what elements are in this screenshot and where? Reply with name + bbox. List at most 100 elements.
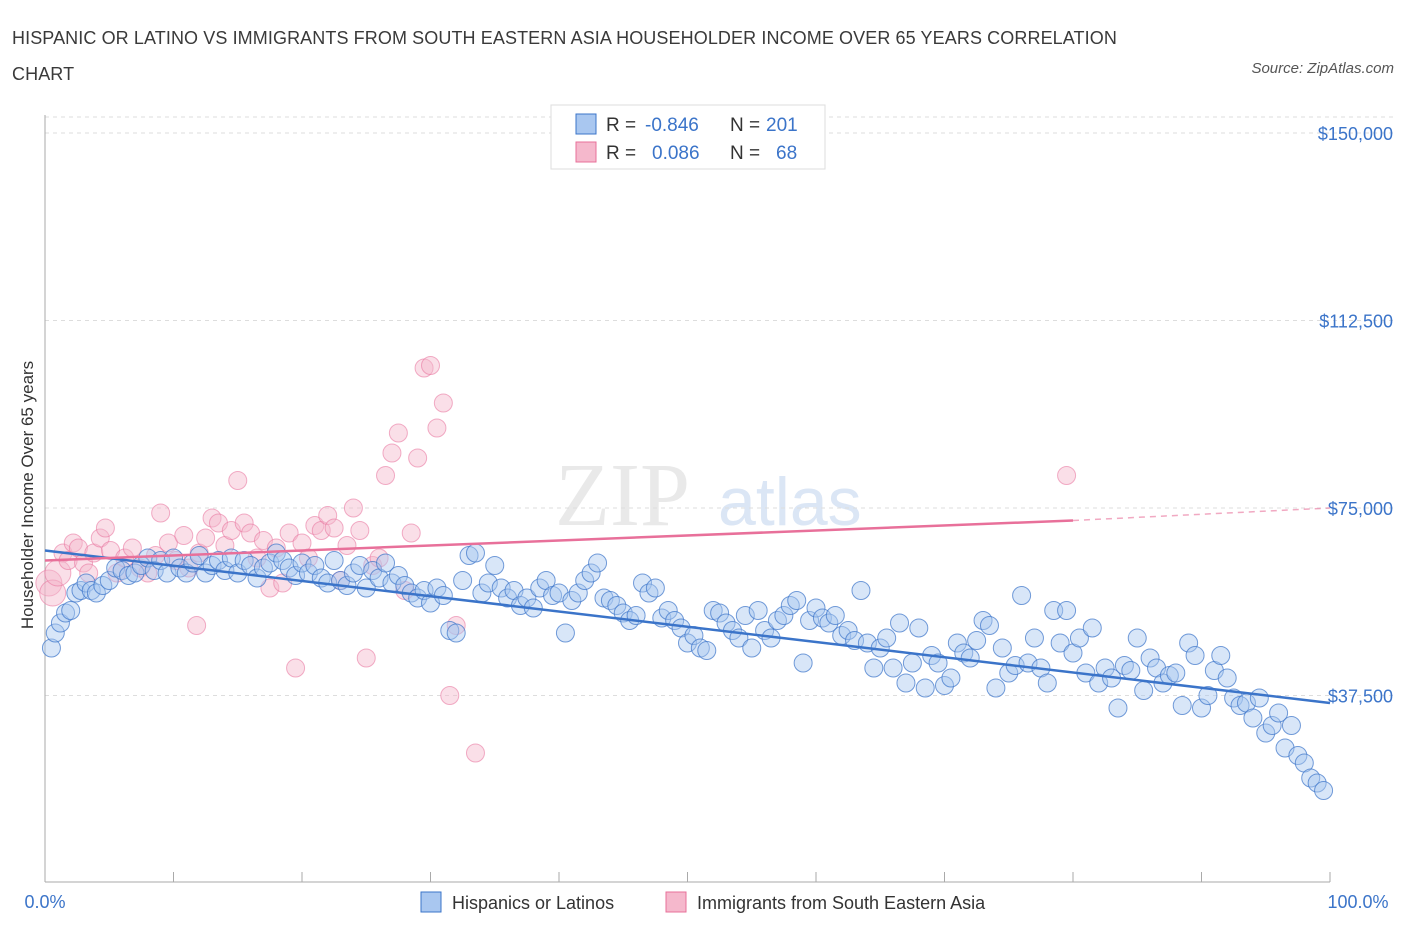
point-hispanics bbox=[1288, 746, 1308, 765]
point-hispanics bbox=[61, 601, 81, 620]
point-hispanics bbox=[41, 638, 61, 658]
point-hispanics bbox=[1256, 723, 1276, 743]
legend-n-value-2: 68 bbox=[776, 143, 797, 164]
point-hispanics bbox=[890, 613, 910, 633]
point-immigrants bbox=[228, 471, 248, 490]
point-hispanics bbox=[1140, 648, 1160, 668]
point-immigrants bbox=[305, 516, 325, 535]
point-hispanics bbox=[1121, 661, 1141, 680]
legend-n-value-1: 201 bbox=[766, 115, 798, 136]
point-hispanics bbox=[1050, 633, 1070, 653]
point-immigrants bbox=[196, 528, 216, 548]
point-hispanics bbox=[967, 631, 987, 650]
point-hispanics bbox=[748, 601, 768, 620]
point-hispanics bbox=[1172, 696, 1192, 715]
point-hispanics bbox=[678, 633, 697, 653]
point-hispanics bbox=[639, 583, 659, 603]
legend-r-label-1: R = bbox=[606, 115, 636, 136]
point-immigrants bbox=[369, 548, 389, 568]
point-hispanics bbox=[1301, 768, 1321, 788]
point-hispanics bbox=[86, 583, 106, 603]
point-hispanics bbox=[935, 676, 954, 695]
point-hispanics bbox=[1307, 773, 1327, 793]
point-hispanics bbox=[973, 611, 993, 630]
point-hispanics bbox=[1057, 601, 1077, 620]
y-tick-label: $112,500 bbox=[1319, 312, 1393, 332]
point-hispanics bbox=[446, 623, 466, 643]
x-tick-label-max: 100.0% bbox=[1327, 892, 1388, 912]
point-immigrants bbox=[388, 423, 408, 443]
point-hispanics bbox=[600, 591, 620, 610]
source-label: Source: ZipAtlas.com bbox=[1251, 60, 1394, 77]
point-hispanics bbox=[864, 658, 884, 678]
point-hispanics bbox=[896, 673, 916, 693]
point-hispanics bbox=[902, 653, 922, 673]
point-hispanics bbox=[1114, 656, 1134, 675]
point-hispanics bbox=[395, 576, 415, 595]
point-hispanics bbox=[774, 606, 794, 625]
trendlines bbox=[44, 507, 1331, 705]
legend-r-label-2: R = bbox=[606, 143, 636, 164]
point-immigrants bbox=[376, 466, 396, 485]
point-hispanics bbox=[1262, 716, 1282, 735]
point-hispanics bbox=[324, 551, 344, 570]
point-hispanics bbox=[735, 606, 755, 625]
y-tick-label: $37,500 bbox=[1328, 687, 1393, 707]
point-immigrants bbox=[286, 658, 306, 678]
legend-n-label-1: N = bbox=[730, 115, 760, 136]
point-hispanics bbox=[50, 613, 70, 633]
point-hispanics bbox=[125, 563, 145, 583]
point-hispanics bbox=[838, 621, 858, 640]
point-hispanics bbox=[960, 648, 980, 668]
point-hispanics bbox=[45, 623, 65, 643]
point-immigrants bbox=[279, 523, 299, 543]
point-hispanics bbox=[1012, 586, 1032, 605]
point-immigrants bbox=[187, 616, 207, 635]
legend-swatch-blue bbox=[575, 113, 597, 135]
trendline-hispanics bbox=[44, 549, 1331, 705]
point-hispanics bbox=[1211, 646, 1231, 665]
point-hispanics bbox=[979, 616, 999, 635]
point-hispanics bbox=[1108, 698, 1128, 718]
point-immigrants bbox=[39, 579, 67, 607]
point-hispanics bbox=[633, 573, 653, 593]
legend-swatch-pink bbox=[575, 141, 597, 163]
point-hispanics bbox=[575, 571, 595, 590]
point-immigrants bbox=[408, 448, 428, 468]
point-immigrants bbox=[427, 418, 447, 438]
point-hispanics bbox=[56, 603, 76, 623]
point-immigrants bbox=[158, 533, 178, 553]
bottom-legend: Hispanics or Latinos Immigrants from Sou… bbox=[420, 891, 986, 913]
point-hispanics bbox=[780, 596, 800, 615]
point-hispanics bbox=[485, 556, 505, 575]
point-hispanics bbox=[645, 578, 665, 598]
point-hispanics bbox=[1185, 646, 1205, 665]
point-hispanics bbox=[1217, 668, 1237, 688]
bottom-legend-swatch-pink bbox=[665, 891, 687, 913]
point-hispanics bbox=[1037, 673, 1057, 693]
point-immigrants bbox=[318, 506, 338, 525]
point-immigrants bbox=[234, 513, 254, 533]
point-hispanics bbox=[947, 633, 967, 653]
point-immigrants bbox=[465, 743, 485, 763]
point-immigrants bbox=[440, 686, 460, 705]
point-hispanics bbox=[767, 611, 787, 630]
point-hispanics bbox=[81, 581, 101, 600]
point-immigrants bbox=[151, 503, 171, 523]
point-hispanics bbox=[710, 603, 730, 623]
point-immigrants bbox=[356, 648, 376, 668]
point-hispanics bbox=[1134, 681, 1154, 700]
point-hispanics bbox=[1269, 703, 1289, 723]
bottom-legend-label-hispanics: Hispanics or Latinos bbox=[452, 893, 614, 913]
point-hispanics bbox=[1192, 698, 1211, 718]
bottom-legend-label-immigrants: Immigrants from South Eastern Asia bbox=[697, 893, 986, 913]
point-hispanics bbox=[1224, 688, 1244, 708]
point-hispanics bbox=[465, 543, 485, 563]
point-hispanics bbox=[607, 596, 627, 615]
watermark-zip: ZIP bbox=[555, 446, 690, 545]
point-hispanics bbox=[279, 558, 299, 578]
point-hispanics bbox=[825, 606, 845, 625]
point-hispanics bbox=[941, 668, 961, 688]
point-hispanics bbox=[1314, 781, 1334, 800]
